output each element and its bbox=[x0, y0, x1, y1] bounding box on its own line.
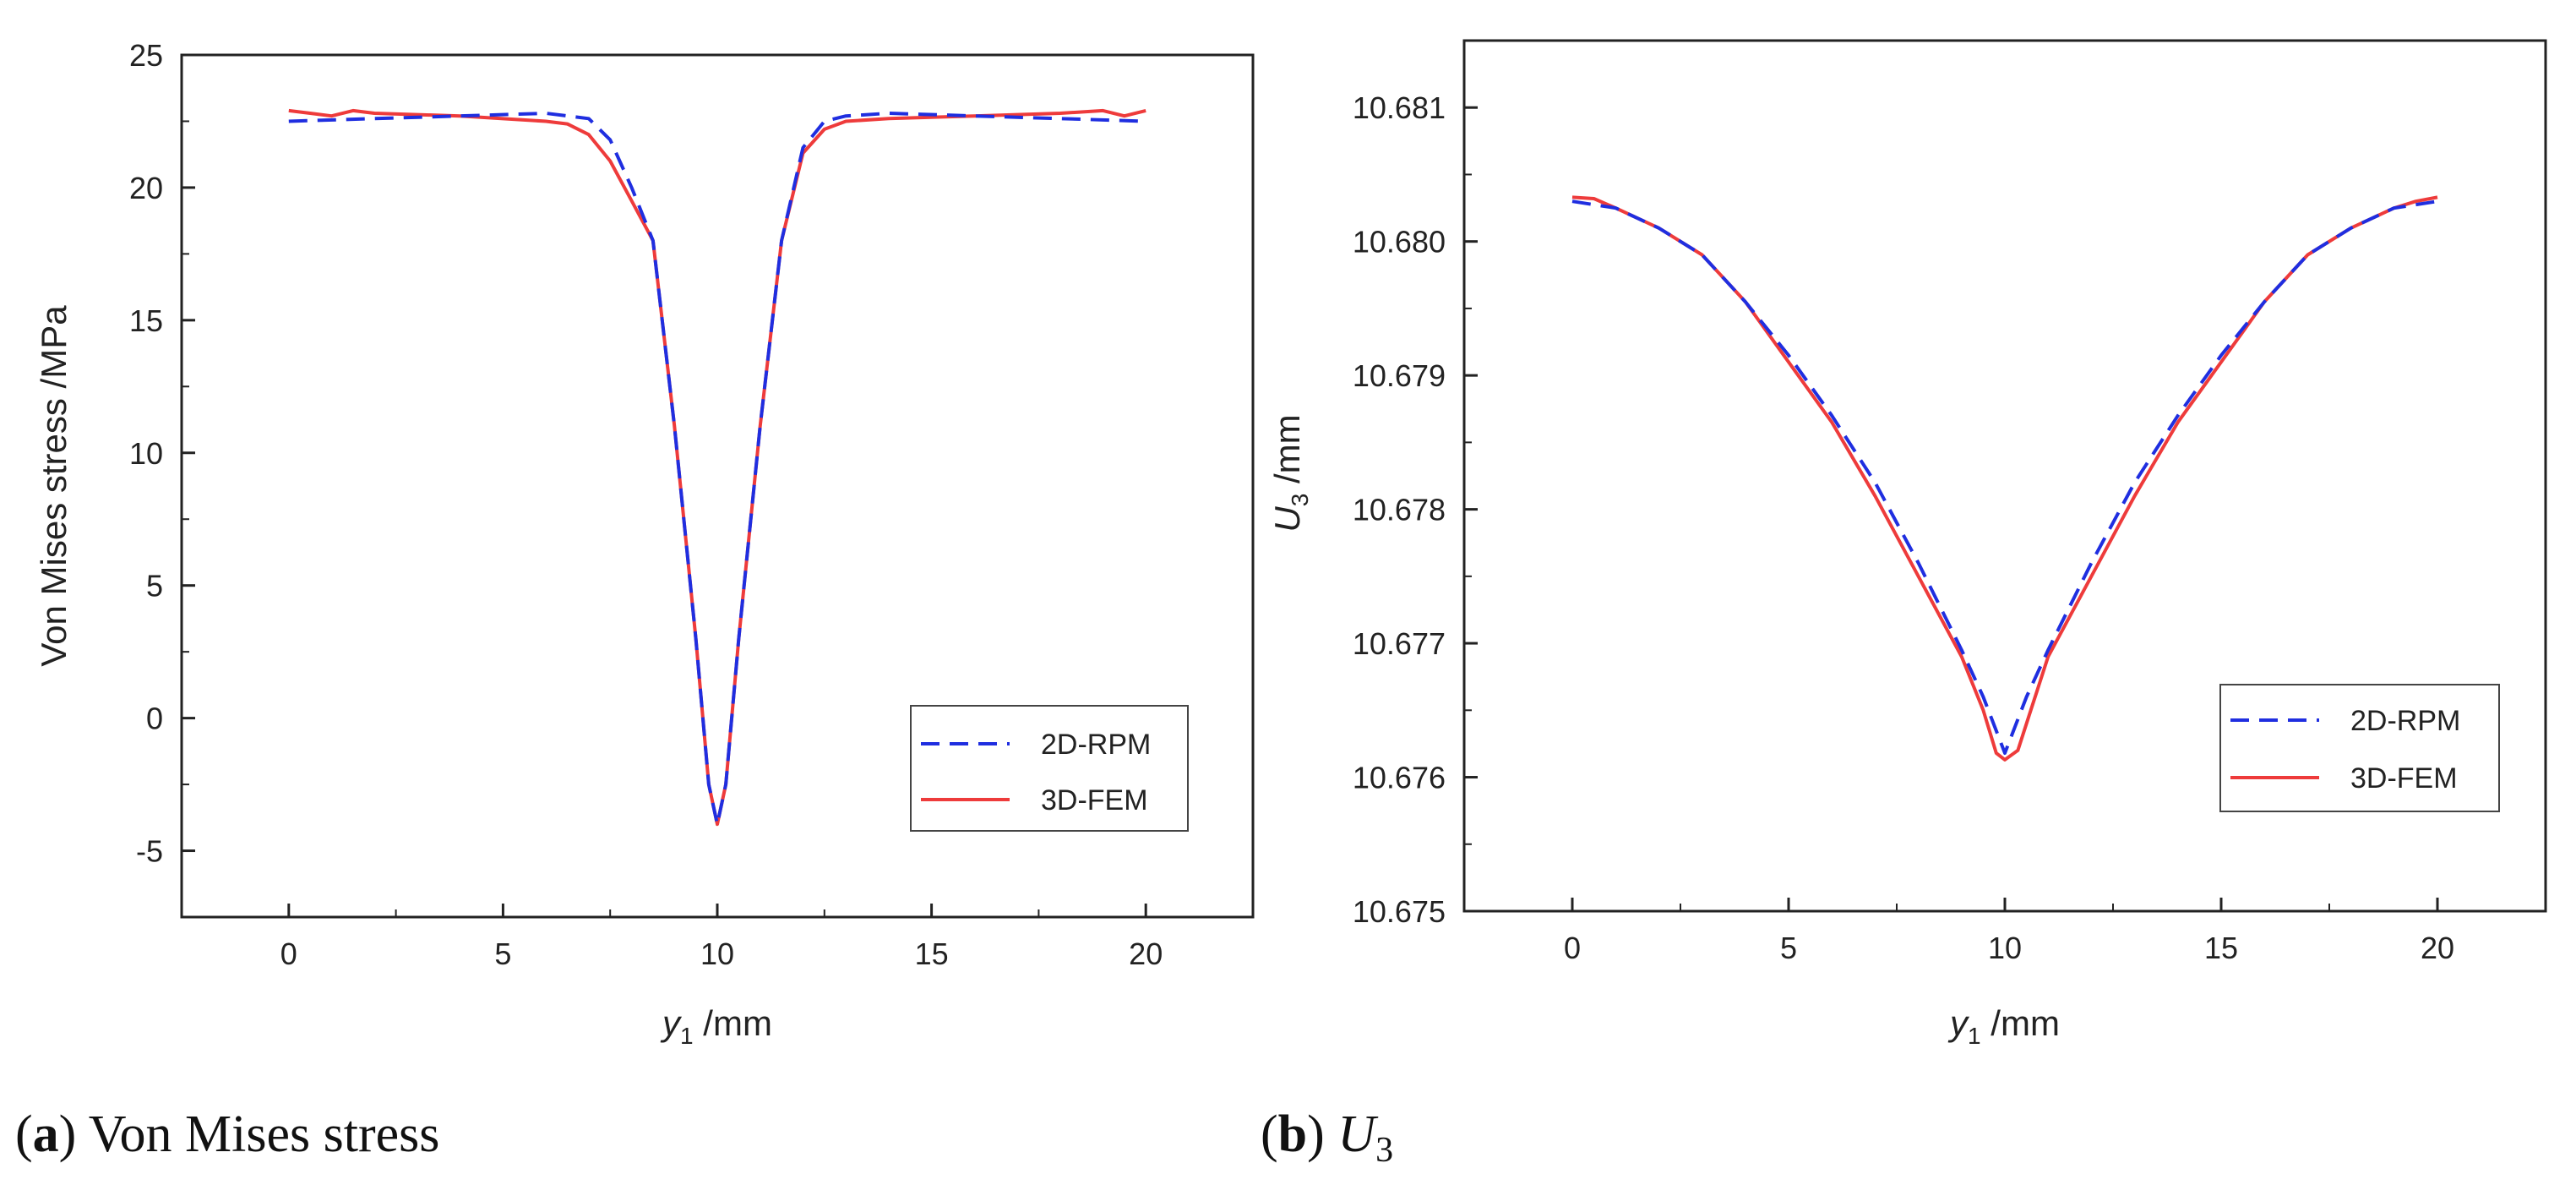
x-tick-label: 5 bbox=[494, 937, 511, 971]
legend-box-a bbox=[910, 705, 1189, 832]
caption-b: (b) U3 bbox=[1261, 1106, 1393, 1170]
x-tick-label: 0 bbox=[280, 937, 297, 971]
y-tick-label: 15 bbox=[129, 303, 163, 338]
y-tick-label: 10 bbox=[129, 436, 163, 471]
series-lines-b bbox=[1571, 195, 2438, 762]
legend-label-fem-a: 3D-FEM bbox=[1041, 784, 1148, 816]
x-axis-label-a: y1 /mm bbox=[660, 1003, 772, 1049]
x-tick-label: 15 bbox=[2204, 931, 2238, 965]
y-tick-label: 25 bbox=[129, 38, 163, 73]
y-tick-label: -5 bbox=[136, 834, 163, 869]
x-axis-label-b: y1 /mm bbox=[1947, 1003, 2060, 1049]
axis-ticks-a: 0 5 10 15 20 -5 0 5 10 15 20 25 bbox=[129, 38, 1163, 971]
x-tick-label: 20 bbox=[2421, 931, 2454, 965]
series-lines-a bbox=[288, 108, 1146, 827]
y-tick-label: 20 bbox=[129, 171, 163, 205]
y-axis-label-a: Von Mises stress /MPa bbox=[34, 305, 74, 667]
legend-a: 2D-RPM 3D-FEM bbox=[910, 705, 1189, 832]
x-tick-label: 10 bbox=[700, 937, 734, 971]
series-line-2d-rpm bbox=[1571, 199, 2438, 755]
y-axis-label-b: U3 /mm bbox=[1267, 414, 1313, 532]
panel-b-displacement-chart: 0 5 10 15 20 10.675 10.676 10.677 10.678 10.679 10… bbox=[1261, 39, 2547, 1170]
y-tick-label: 10.676 bbox=[1353, 761, 1446, 795]
y-tick-label: 5 bbox=[146, 569, 163, 603]
y-tick-label: 10.675 bbox=[1353, 894, 1446, 929]
legend-b: 2D-RPM 3D-FEM bbox=[2219, 684, 2500, 812]
y-tick-label: 10.680 bbox=[1353, 225, 1446, 259]
legend-label-rpm-b: 2D-RPM bbox=[2350, 705, 2460, 737]
y-tick-label: 10.677 bbox=[1353, 626, 1446, 661]
axis-ticks-b: 0 5 10 15 20 10.675 10.676 10.677 10.678 10.679 10… bbox=[1353, 90, 2454, 965]
legend-box-b bbox=[2219, 684, 2500, 812]
y-tick-label: 10.678 bbox=[1353, 493, 1446, 527]
x-tick-label: 5 bbox=[1780, 931, 1797, 965]
x-tick-label: 10 bbox=[1988, 931, 2022, 965]
x-tick-label: 15 bbox=[915, 937, 949, 971]
caption-a: (a) Von Mises stress bbox=[15, 1106, 439, 1163]
y-tick-label: 10.679 bbox=[1353, 358, 1446, 393]
y-tick-label: 0 bbox=[146, 702, 163, 736]
series-line-3d-fem bbox=[1571, 195, 2438, 762]
x-tick-label: 0 bbox=[1564, 931, 1581, 965]
legend-label-fem-b: 3D-FEM bbox=[2350, 762, 2458, 795]
panel-a-stress-chart: 0 5 10 15 20 -5 0 5 10 15 20 25 Von Mises stress /M… bbox=[15, 38, 1255, 1163]
legend-label-rpm-a: 2D-RPM bbox=[1041, 729, 1151, 761]
x-tick-label: 20 bbox=[1129, 937, 1163, 971]
y-tick-label: 10.681 bbox=[1353, 90, 1446, 125]
